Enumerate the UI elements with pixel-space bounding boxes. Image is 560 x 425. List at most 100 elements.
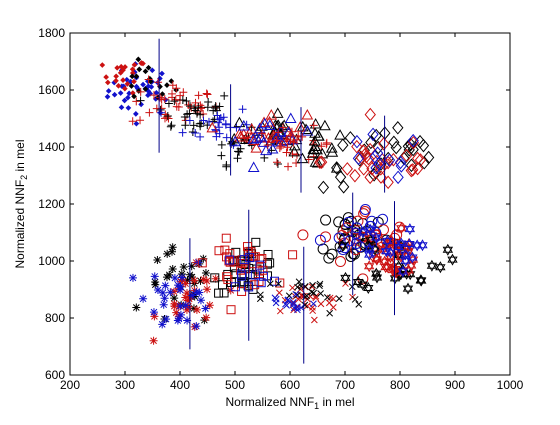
point-plus [171,95,180,104]
x-axis-label: Normalized NNF1 in mel [225,395,354,411]
point-diamond [359,147,372,161]
point-dot [117,90,124,96]
y-tick-label: 800 [45,311,65,325]
y-tick-label: 600 [45,368,65,382]
point-plus [189,121,198,130]
point-dot [113,73,119,80]
point-plus [132,97,141,106]
point-square [258,265,268,275]
point-square [225,255,235,265]
point-dot [128,83,135,89]
point-star [150,312,159,321]
point-star [205,301,214,310]
point-triangle [233,116,246,128]
point-circle [359,203,371,215]
point-cross [297,304,305,312]
x-tick-label: 400 [170,378,190,392]
point-diamond [407,142,419,157]
point-hexagram [404,238,415,250]
point-triangle [257,136,270,147]
point-plus [136,96,145,105]
point-triangle [271,107,284,118]
x-axis-label-sub: 1 [314,401,319,411]
point-star [192,305,201,314]
point-circle [351,222,363,234]
point-dot [111,91,118,98]
point-hexagram [364,223,376,236]
x-tick-label: 700 [335,378,355,392]
point-square [250,280,260,290]
point-star [190,322,199,331]
y-axis-label-main: Normalized NNF [13,180,27,269]
point-diamond [364,107,376,122]
point-hexagram [371,253,382,266]
point-triangle [296,152,309,164]
point-star [158,320,167,329]
point-square [214,246,224,256]
point-dot [104,93,111,100]
point-dot [105,79,111,86]
point-circle [337,244,349,256]
point-circle [365,220,377,232]
point-plus [172,84,181,93]
point-cross [294,283,301,291]
point-dot [124,81,131,87]
point-plus [181,121,190,130]
point-cross [310,300,317,308]
point-cross [266,280,274,288]
point-circle [391,229,403,241]
point-star [188,291,197,300]
point-cross [323,294,331,301]
point-plus [184,100,193,109]
point-star [202,313,211,322]
point-triangle [311,143,323,155]
point-triangle [247,133,260,144]
point-diamond [351,134,363,149]
point-triangle [265,109,278,120]
point-cross [310,289,318,297]
point-triangle [234,130,247,142]
point-circle [345,251,357,263]
point-star [181,301,190,310]
point-star [203,285,212,294]
y-tick-label: 1000 [38,254,65,268]
x-axis-ticks: 200 300 400 500 600 700 800 900 1000 [60,33,524,392]
point-diamond [334,170,347,184]
point-diamond [352,151,365,166]
point-plus [287,127,296,136]
point-star [226,286,235,295]
point-hexagram [447,253,458,266]
point-star [149,308,158,317]
point-plus [191,129,200,138]
point-plus [215,102,224,111]
point-star [190,276,199,285]
point-square [251,237,261,247]
y-axis-label-tail: in mel [13,139,27,174]
point-plus [163,112,172,121]
point-dot [133,73,140,80]
point-triangle [229,135,241,147]
point-hexagram [340,271,351,284]
point-hexagram [382,234,393,247]
point-dot [138,101,144,108]
point-hexagram [412,239,423,252]
point-dot [105,88,112,94]
point-circle [342,212,354,224]
x-tick-label: 900 [445,378,465,392]
point-dot [159,70,165,77]
point-plus [215,129,224,138]
point-star [176,277,185,286]
point-diamond [331,161,343,175]
point-diamond [392,170,404,185]
point-diamond [366,161,378,176]
point-plus [309,121,318,130]
point-triangle [266,143,279,154]
point-square [237,269,247,279]
point-star [174,281,183,290]
point-plus [322,138,331,147]
point-hexagram [380,261,391,274]
point-cross [308,283,316,291]
point-plus [263,141,272,150]
point-star [170,294,179,303]
point-diamond [344,131,357,145]
